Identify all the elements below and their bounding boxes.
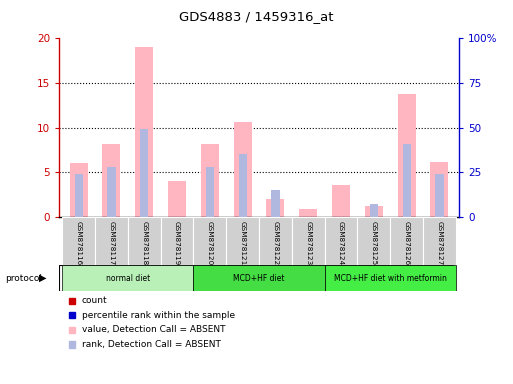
Text: percentile rank within the sample: percentile rank within the sample bbox=[82, 311, 234, 320]
Bar bbox=[403, 144, 411, 217]
Bar bbox=[233, 122, 252, 217]
Bar bbox=[370, 204, 378, 217]
Bar bbox=[62, 217, 95, 265]
Bar bbox=[358, 217, 390, 265]
Text: GSM878122: GSM878122 bbox=[272, 221, 279, 265]
Bar bbox=[365, 206, 383, 217]
Bar bbox=[266, 199, 285, 217]
Bar bbox=[292, 217, 325, 265]
Bar bbox=[193, 217, 226, 265]
Bar bbox=[103, 144, 121, 217]
Text: GDS4883 / 1459316_at: GDS4883 / 1459316_at bbox=[179, 10, 334, 23]
Text: MCD+HF diet: MCD+HF diet bbox=[233, 273, 285, 283]
Bar bbox=[259, 217, 292, 265]
Bar bbox=[325, 265, 456, 291]
Bar bbox=[62, 265, 193, 291]
Bar bbox=[332, 185, 350, 217]
Bar bbox=[299, 209, 317, 217]
Text: rank, Detection Call = ABSENT: rank, Detection Call = ABSENT bbox=[82, 340, 221, 349]
Text: protocol: protocol bbox=[5, 273, 42, 283]
Text: GSM878126: GSM878126 bbox=[404, 221, 410, 265]
Bar bbox=[271, 190, 280, 217]
Bar bbox=[168, 181, 186, 217]
Text: ▶: ▶ bbox=[38, 273, 46, 283]
Text: GSM878118: GSM878118 bbox=[141, 221, 147, 265]
Bar bbox=[107, 167, 115, 217]
Text: GSM878120: GSM878120 bbox=[207, 221, 213, 265]
Bar bbox=[128, 217, 161, 265]
Bar bbox=[206, 167, 214, 217]
Bar bbox=[423, 217, 456, 265]
Bar bbox=[436, 174, 444, 217]
Text: value, Detection Call = ABSENT: value, Detection Call = ABSENT bbox=[82, 325, 225, 334]
Bar bbox=[226, 217, 259, 265]
Text: count: count bbox=[82, 296, 107, 305]
Bar bbox=[193, 265, 325, 291]
Bar bbox=[135, 47, 153, 217]
Text: GSM878117: GSM878117 bbox=[108, 221, 114, 265]
Bar bbox=[161, 217, 193, 265]
Bar bbox=[390, 217, 423, 265]
Bar bbox=[325, 217, 358, 265]
Text: GSM878125: GSM878125 bbox=[371, 221, 377, 265]
Bar bbox=[74, 174, 83, 217]
Bar bbox=[430, 162, 448, 217]
Text: GSM878121: GSM878121 bbox=[240, 221, 246, 265]
Bar bbox=[95, 217, 128, 265]
Bar bbox=[398, 94, 416, 217]
Text: GSM878119: GSM878119 bbox=[174, 221, 180, 265]
Text: normal diet: normal diet bbox=[106, 273, 150, 283]
Text: GSM878116: GSM878116 bbox=[76, 221, 82, 265]
Bar bbox=[239, 154, 247, 217]
Bar bbox=[140, 129, 148, 217]
Bar bbox=[70, 164, 88, 217]
Text: GSM878127: GSM878127 bbox=[437, 221, 442, 265]
Bar bbox=[201, 144, 219, 217]
Text: GSM878124: GSM878124 bbox=[338, 221, 344, 265]
Text: GSM878123: GSM878123 bbox=[305, 221, 311, 265]
Text: MCD+HF diet with metformin: MCD+HF diet with metformin bbox=[334, 273, 447, 283]
